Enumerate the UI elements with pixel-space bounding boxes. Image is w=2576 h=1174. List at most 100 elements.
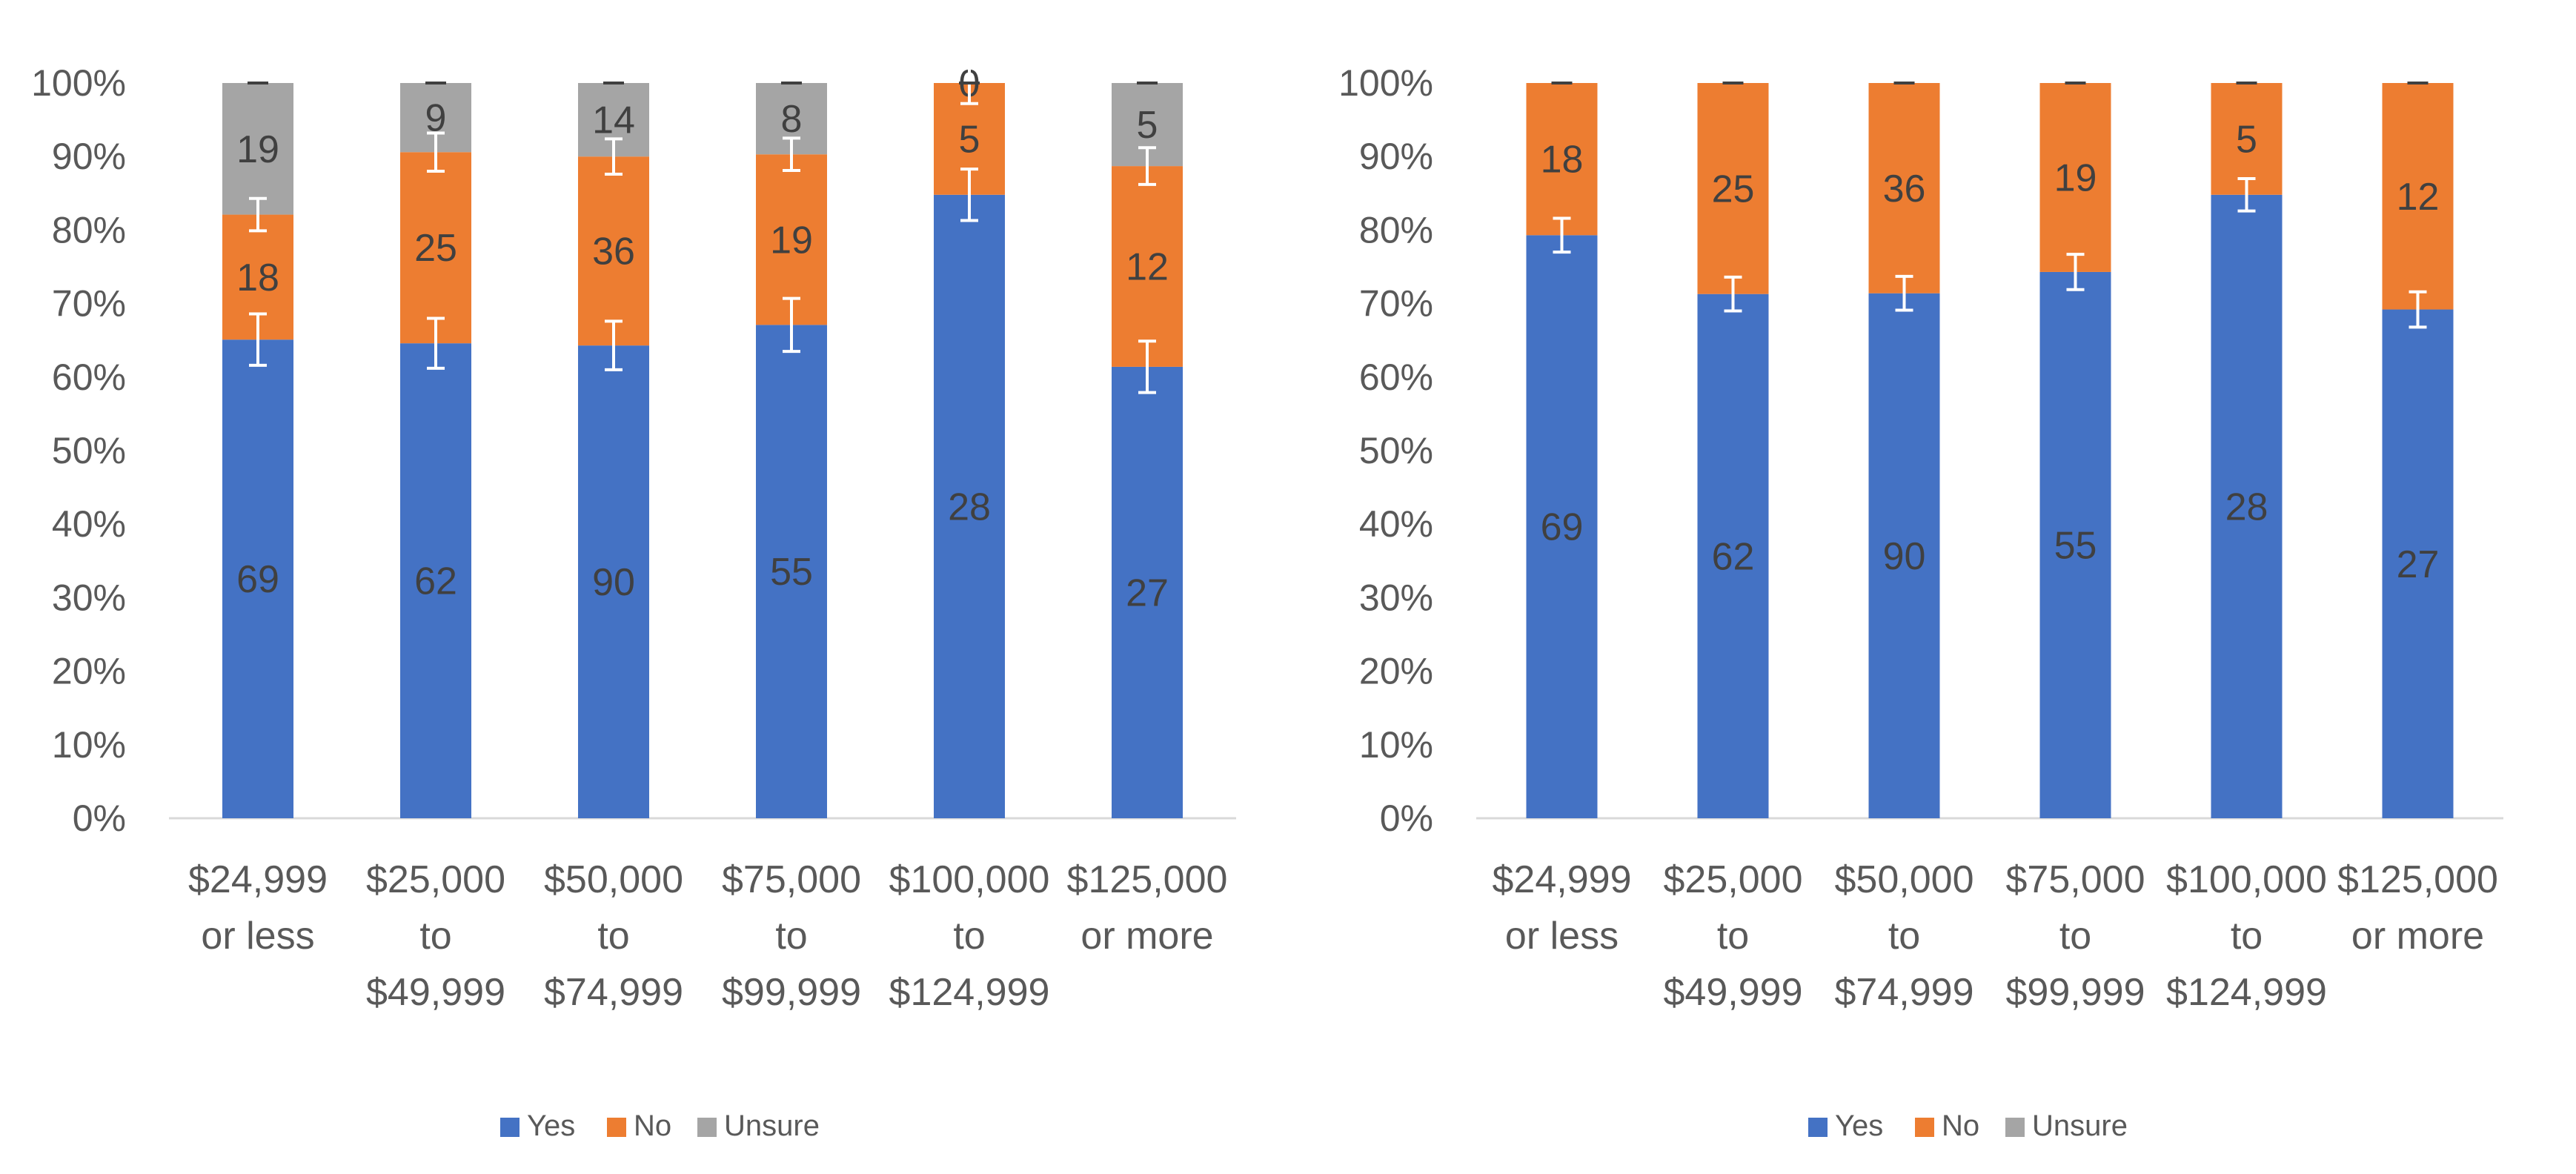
data-label-no: 25 xyxy=(414,227,457,270)
category-label: to xyxy=(2231,915,2263,958)
data-label-unsure: 8 xyxy=(781,98,803,141)
category-label: to xyxy=(419,915,451,958)
bar-no xyxy=(400,152,471,344)
legend-swatch-no xyxy=(1915,1118,1934,1137)
data-label-yes: 55 xyxy=(770,551,813,594)
legend: Yes No Unsure xyxy=(500,1110,820,1142)
category-label: $75,000 xyxy=(2006,858,2145,901)
legend-label-no: No xyxy=(634,1110,671,1142)
y-tick-label: 70% xyxy=(1359,283,1433,325)
legend-label-no: No xyxy=(1942,1110,1979,1142)
bar-yes xyxy=(756,325,827,818)
bar-no xyxy=(578,156,649,346)
y-tick-label: 80% xyxy=(1359,209,1433,251)
y-tick-label: 30% xyxy=(52,577,126,618)
data-label-unsure: 19 xyxy=(236,128,279,171)
y-tick-label: 90% xyxy=(1359,136,1433,177)
y-tick-label: 10% xyxy=(52,724,126,766)
y-tick-label: 40% xyxy=(1359,503,1433,545)
data-label-yes: 62 xyxy=(414,560,457,603)
bar-no xyxy=(1697,83,1769,294)
data-label-unsure: 5 xyxy=(1137,104,1158,147)
category-label: $74,999 xyxy=(1835,971,1974,1014)
legend-swatch-yes xyxy=(1808,1118,1828,1137)
y-tick-label: 50% xyxy=(52,430,126,471)
bar-no xyxy=(756,154,827,325)
bar-yes xyxy=(2039,271,2111,819)
category-label: $100,000 xyxy=(889,858,1050,901)
data-label-yes: 62 xyxy=(1712,535,1755,578)
y-tick-label: 0% xyxy=(73,797,126,839)
category-label: to xyxy=(953,915,985,958)
category-label: $100,000 xyxy=(2166,858,2327,901)
category-label: to xyxy=(2059,915,2091,958)
legend: Yes No Unsure xyxy=(1808,1110,2128,1142)
category-label: $25,000 xyxy=(366,858,505,901)
category-label: or less xyxy=(1505,915,1619,958)
data-label-no: 19 xyxy=(2054,156,2097,199)
data-label-yes: 28 xyxy=(948,485,991,528)
category-label: $24,999 xyxy=(1493,858,1632,901)
y-tick-label: 70% xyxy=(52,283,126,325)
category-label: or more xyxy=(2351,915,2484,958)
legend-swatch-unsure xyxy=(2005,1118,2025,1137)
bar-yes xyxy=(2382,309,2454,818)
category-label: to xyxy=(775,915,807,958)
y-tick-label: 90% xyxy=(52,136,126,177)
bar-no xyxy=(2039,83,2111,272)
data-label-unsure: 14 xyxy=(592,99,635,142)
data-label-no: 5 xyxy=(959,118,980,161)
category-label: $124,999 xyxy=(889,971,1050,1014)
bar-yes xyxy=(2211,194,2283,818)
y-tick-label: 0% xyxy=(1380,797,1433,839)
data-label-no: 25 xyxy=(1712,168,1755,210)
bar-yes xyxy=(1697,294,1769,819)
category-label: $50,000 xyxy=(544,858,683,901)
category-label: $124,999 xyxy=(2166,971,2327,1014)
data-label-no: 12 xyxy=(1126,246,1169,289)
data-label-yes: 27 xyxy=(2397,543,2440,586)
bar-no xyxy=(1112,166,1183,367)
category-label: $99,999 xyxy=(722,971,861,1014)
chart-1: 0% 10% 20% 30% 40% 50% 60% 70% 80% 90% 100% 69 18 19 $… xyxy=(31,61,1236,1142)
category-label: to xyxy=(597,915,629,958)
legend-swatch-no xyxy=(607,1118,626,1137)
bar-yes xyxy=(222,339,293,818)
data-label-no: 18 xyxy=(1541,139,1584,182)
data-label-yes: 90 xyxy=(1883,535,1926,578)
data-label-yes: 28 xyxy=(2225,485,2268,528)
legend-label-unsure: Unsure xyxy=(2032,1110,2128,1142)
category-label: $49,999 xyxy=(366,971,505,1014)
category-label: or less xyxy=(201,915,314,958)
data-label-no: 36 xyxy=(592,231,635,273)
bar-yes xyxy=(578,345,649,818)
data-label-yes: 90 xyxy=(592,561,635,604)
y-tick-label: 40% xyxy=(52,503,126,545)
category-label: $25,000 xyxy=(1664,858,1803,901)
data-label-yes: 27 xyxy=(1126,571,1169,614)
category-label: $125,000 xyxy=(2337,858,2498,901)
category-label: $125,000 xyxy=(1067,858,1228,901)
bar-no xyxy=(2382,83,2454,310)
bar-yes xyxy=(1526,235,1598,818)
bar-yes xyxy=(1868,293,1940,818)
data-label-no: 36 xyxy=(1883,168,1926,210)
legend-swatch-unsure xyxy=(697,1118,717,1137)
bar-yes xyxy=(400,343,471,819)
category-label: $49,999 xyxy=(1664,971,1803,1014)
category-label: $99,999 xyxy=(2006,971,2145,1014)
y-tick-label: 30% xyxy=(1359,577,1433,618)
legend-label-yes: Yes xyxy=(527,1110,575,1142)
y-tick-label: 60% xyxy=(52,356,126,398)
data-label-yes: 55 xyxy=(2054,524,2097,567)
data-label-no: 18 xyxy=(236,256,279,299)
legend-swatch-yes xyxy=(500,1118,519,1137)
data-label-yes: 69 xyxy=(236,558,279,601)
bar-unsure xyxy=(222,83,293,215)
data-label-no: 12 xyxy=(2397,176,2440,219)
category-label: to xyxy=(1888,915,1920,958)
bar-no xyxy=(1526,83,1598,236)
data-label-no: 19 xyxy=(770,219,813,262)
bar-no xyxy=(2211,83,2283,195)
